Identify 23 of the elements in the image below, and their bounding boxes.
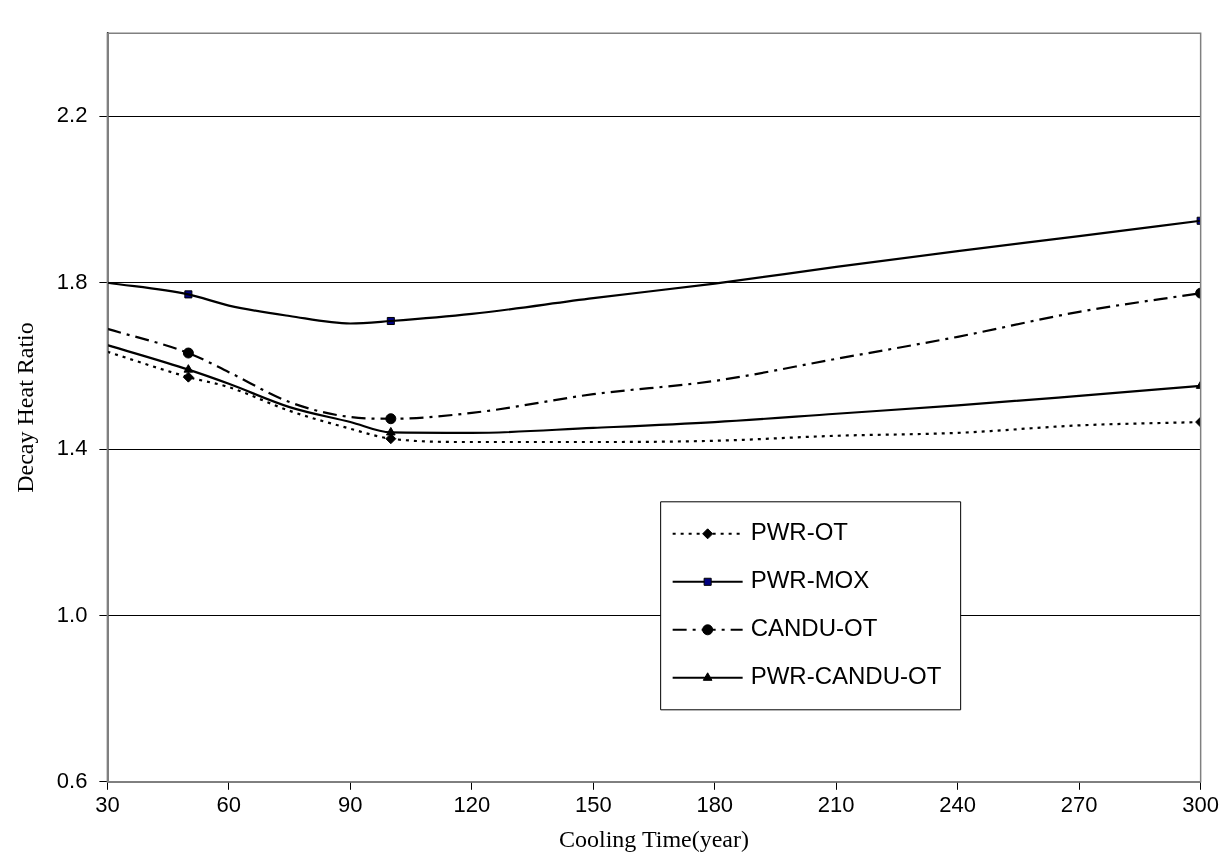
point [182, 347, 194, 359]
y-axis-title: Decay Heat Ratio [11, 322, 38, 493]
legend-label: PWR-OT [750, 518, 849, 546]
x-tick-label: 240 [939, 792, 977, 818]
y-tick-label: 1.0 [56, 601, 88, 627]
legend-label: PWR-MOX [750, 566, 870, 594]
legend-label: PWR-CANDU-OT [750, 662, 942, 690]
y-tick-label: 2.2 [56, 102, 88, 128]
y-tick-label: 1.4 [56, 435, 88, 461]
point [182, 371, 194, 383]
x-axis-title: Cooling Time(year) [559, 825, 750, 852]
legend-label: CANDU-OT [750, 614, 878, 642]
x-tick-label: 30 [95, 792, 120, 818]
x-tick-label: 90 [338, 792, 363, 818]
x-tick-label: 180 [696, 792, 734, 818]
x-tick-label: 270 [1060, 792, 1098, 818]
x-tick-label: 120 [453, 792, 491, 818]
x-tick-label: 210 [817, 792, 855, 818]
y-tick-label: 0.6 [56, 767, 88, 793]
x-tick-label: 60 [216, 792, 242, 818]
x-tick-label: 300 [1182, 792, 1220, 818]
y-tick-label: 1.8 [56, 268, 88, 294]
x-tick-label: 150 [574, 792, 612, 818]
